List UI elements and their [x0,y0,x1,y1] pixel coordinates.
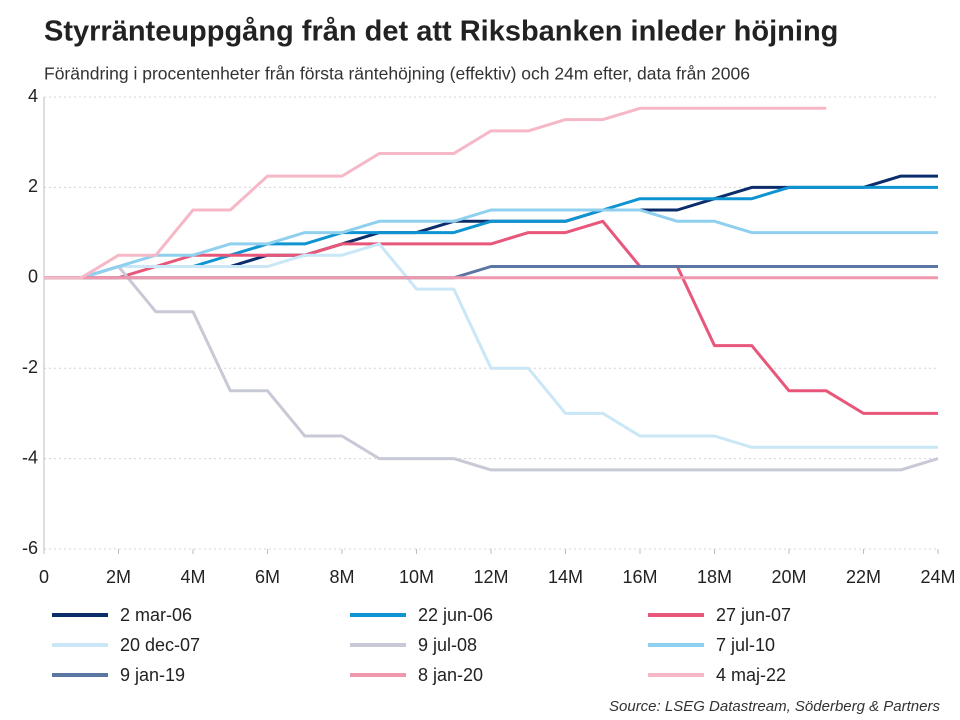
y-tick-label: 4 [28,86,38,106]
y-tick-label: 0 [28,267,38,287]
series-line [44,219,938,415]
x-tick-label: 6M [255,567,280,587]
legend-label: 9 jul-08 [418,635,477,655]
series-line [44,265,938,280]
x-tick-label: 18M [697,567,732,587]
series-line [44,265,939,472]
x-tick-label: 0 [39,567,49,587]
legend-label: 22 jun-06 [418,605,493,625]
y-tick-label: 2 [28,176,38,196]
chart-subtitle: Förändring i procentenheter från första … [44,64,750,84]
chart-title: Styrränteuppgång från det att Riksbanken… [44,16,838,48]
x-tick-label: 8M [329,567,354,587]
x-tick-label: 20M [771,567,806,587]
y-tick-label: -2 [22,357,38,377]
legend-label: 7 jul-10 [716,635,775,655]
series-line [44,242,938,449]
legend-label: 20 dec-07 [120,635,200,655]
legend-label: 27 jun-07 [716,605,791,625]
source: Source: LSEG Datastream, Söderberg & Par… [609,698,940,715]
x-tick-label: 12M [473,567,508,587]
x-tick-label: 2M [106,567,131,587]
x-tick-label: 24M [920,567,955,587]
legend-label: 9 jan-19 [120,665,185,685]
x-tick-label: 22M [846,567,881,587]
x-tick-label: 14M [548,567,583,587]
legend-label: 8 jan-20 [418,665,483,685]
legend-label: 4 maj-22 [716,665,786,685]
x-tick-label: 4M [180,567,205,587]
series-line [44,106,827,280]
series-line [44,208,938,280]
y-tick-label: -6 [22,538,38,558]
legend-label: 2 mar-06 [120,605,192,625]
x-tick-label: 10M [399,567,434,587]
y-tick-label: -4 [22,447,38,467]
x-tick-label: 16M [622,567,657,587]
